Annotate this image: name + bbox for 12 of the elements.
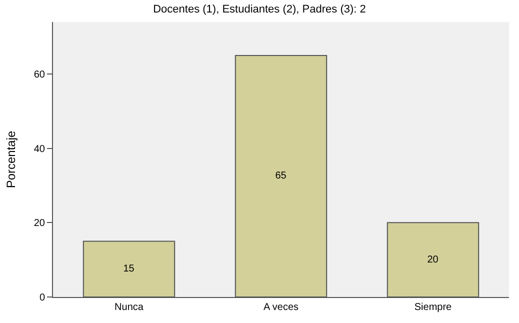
x-tick-label: Siempre — [414, 302, 452, 313]
data-label: 15 — [123, 264, 135, 275]
y-axis-title: Porcentaje — [4, 130, 18, 188]
data-label: 20 — [427, 254, 439, 266]
data-label: 65 — [275, 170, 287, 182]
y-tick-label: 60 — [34, 70, 46, 81]
x-tick-label: Nunca — [114, 302, 144, 313]
y-tick-label: 40 — [34, 144, 46, 155]
x-tick-label: A veces — [263, 302, 299, 313]
y-tick-label: 0 — [39, 292, 46, 304]
chart-title: Docentes (1), Estudiantes (2), Padres (3): 2 — [153, 4, 366, 16]
y-tick-label: 20 — [34, 218, 46, 230]
